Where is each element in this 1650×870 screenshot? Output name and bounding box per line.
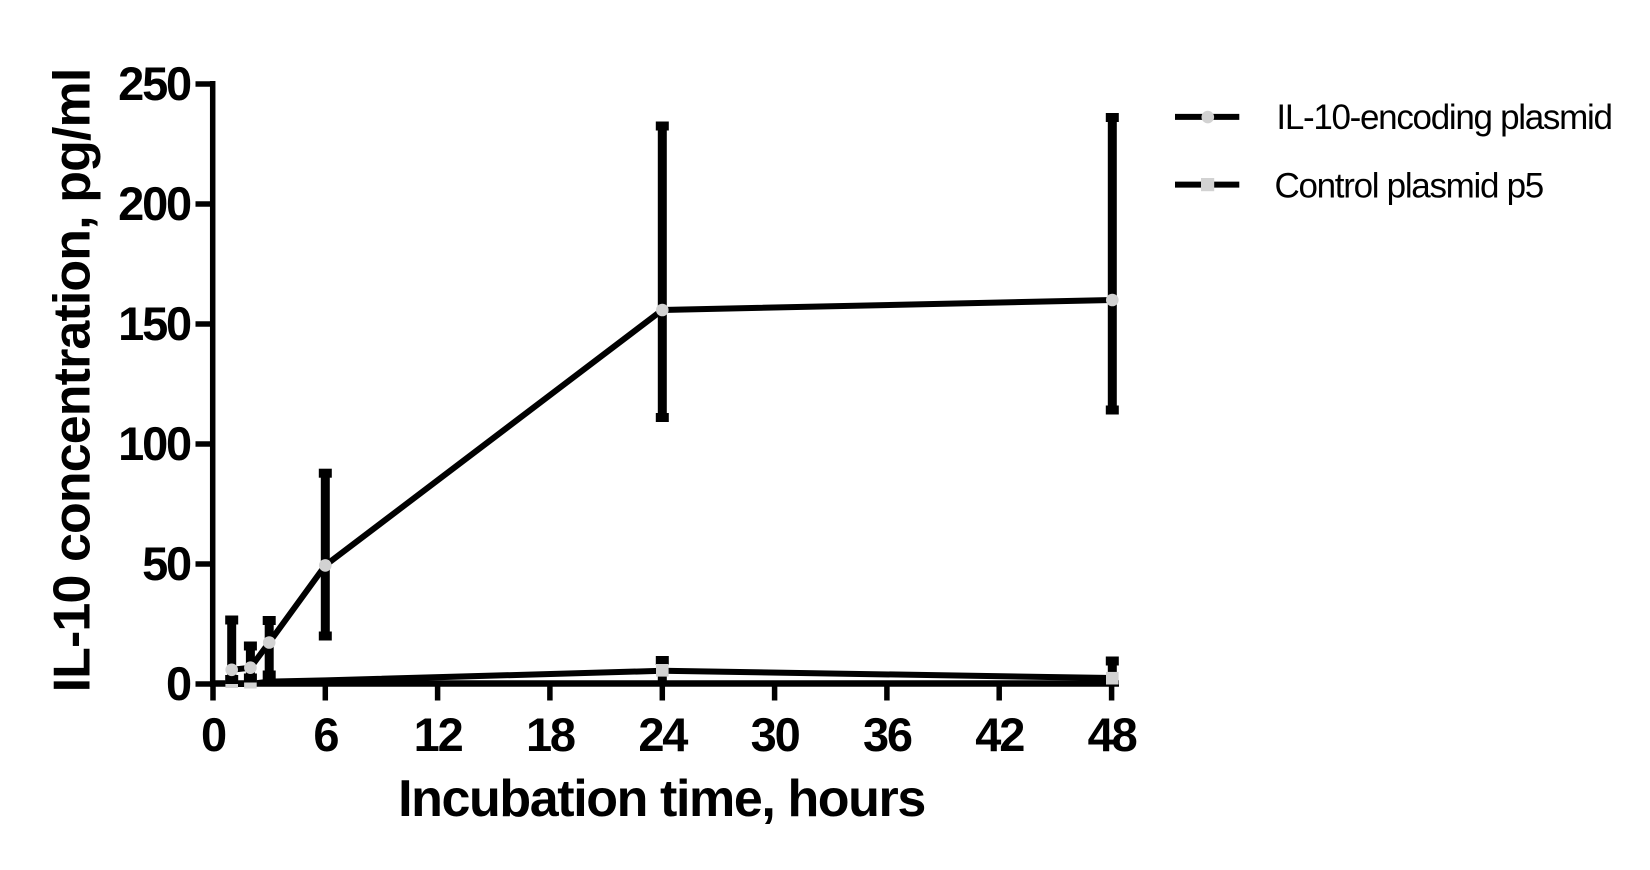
svg-text:150: 150 <box>118 297 191 350</box>
svg-text:36: 36 <box>863 708 912 761</box>
svg-text:250: 250 <box>118 57 191 110</box>
svg-text:IL-10 concentration, pg/ml: IL-10 concentration, pg/ml <box>43 69 101 693</box>
svg-text:6: 6 <box>313 708 338 761</box>
svg-text:0: 0 <box>166 657 191 710</box>
svg-text:50: 50 <box>142 537 191 590</box>
svg-text:24: 24 <box>638 708 688 761</box>
svg-text:48: 48 <box>1088 708 1137 761</box>
svg-text:42: 42 <box>975 708 1024 761</box>
svg-text:IL-10-encoding plasmid: IL-10-encoding plasmid <box>1276 98 1611 137</box>
svg-text:100: 100 <box>118 417 191 470</box>
svg-text:Control plasmid p5: Control plasmid p5 <box>1275 166 1543 205</box>
svg-text:12: 12 <box>414 708 463 761</box>
svg-text:Incubation time, hours: Incubation time, hours <box>398 770 925 828</box>
svg-text:18: 18 <box>526 708 575 761</box>
svg-text:0: 0 <box>201 708 226 761</box>
svg-text:30: 30 <box>751 708 800 761</box>
svg-text:200: 200 <box>118 177 191 230</box>
